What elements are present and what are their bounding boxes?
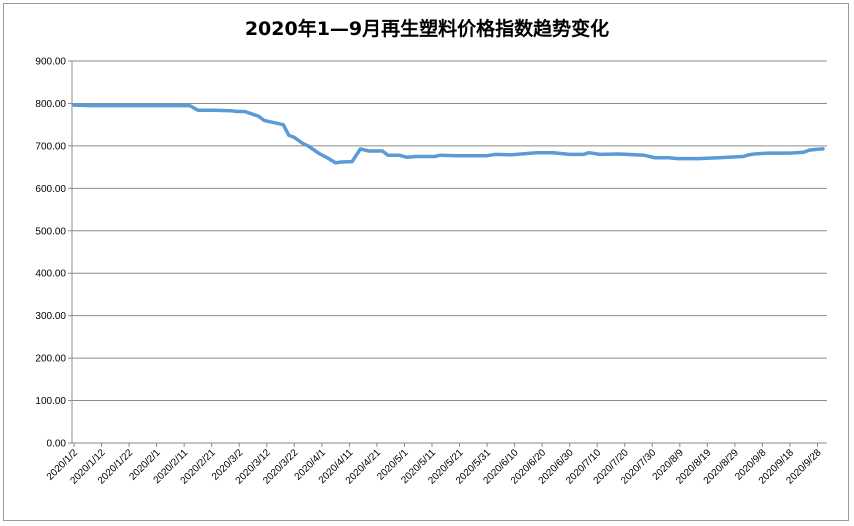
y-axis: 0.00 100.00 200.00 300.00 400.00 500.00 600.00… xyxy=(35,57,73,450)
y-tick-label: 900.00 xyxy=(35,57,66,68)
series-layer xyxy=(72,103,825,165)
y-tick-label: 100.00 xyxy=(35,396,66,407)
y-tick-label: 0.00 xyxy=(47,439,67,450)
y-tick-label: 500.00 xyxy=(35,226,66,237)
chart-frame xyxy=(3,3,849,521)
y-tick-label: 200.00 xyxy=(35,354,66,365)
y-tick-label: 400.00 xyxy=(35,269,66,280)
y-tick-label: 600.00 xyxy=(35,184,66,195)
y-tick-label: 300.00 xyxy=(35,311,66,322)
x-axis: 2020/1/22020/1/122020/1/222020/2/12020/2… xyxy=(45,442,827,487)
gridlines xyxy=(72,60,827,402)
y-tick-label: 800.00 xyxy=(35,99,66,110)
series-line-0 xyxy=(72,103,825,165)
y-tick-label: 700.00 xyxy=(35,141,66,152)
chart-title: 2020年1—9月再生塑料价格指数趋势变化 xyxy=(244,18,610,40)
